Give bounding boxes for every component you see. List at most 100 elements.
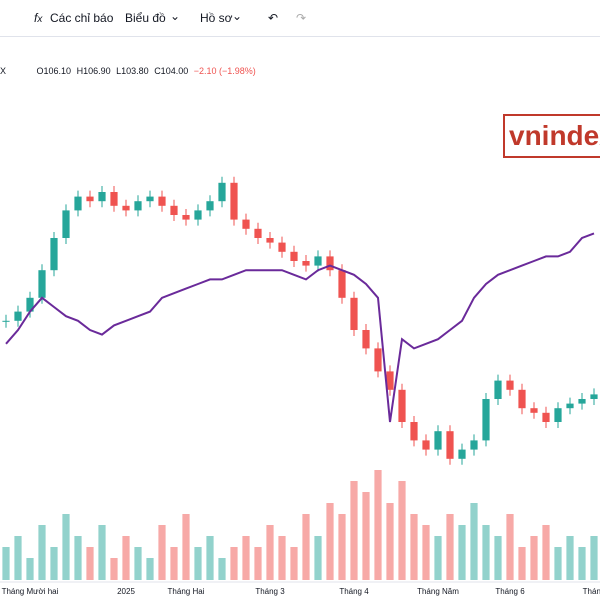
x-tick-label: Tháng 6	[495, 587, 525, 596]
candle-body	[206, 201, 214, 211]
volume-bar	[422, 525, 430, 580]
volume-bar	[506, 514, 514, 580]
candle-body	[2, 320, 10, 322]
candle-body	[38, 270, 46, 298]
x-tick-label: Tháng	[583, 587, 600, 596]
candle-body	[98, 192, 106, 202]
candle-body	[194, 210, 202, 220]
volume-bar	[554, 547, 562, 580]
volume-bar	[170, 547, 178, 580]
volume-bar	[146, 558, 154, 580]
volume-bar	[482, 525, 490, 580]
candle-body	[458, 449, 466, 459]
volume-bar	[542, 525, 550, 580]
volume-bar	[518, 547, 526, 580]
candle-body	[554, 408, 562, 422]
candle-body	[314, 256, 322, 266]
volume-bar	[326, 503, 334, 580]
candle-body	[566, 403, 574, 409]
candle-body	[530, 408, 538, 413]
x-tick-label: 2025	[117, 587, 135, 596]
candle-body	[158, 196, 166, 206]
redo-button[interactable]: ↷	[296, 11, 307, 25]
volume-bar	[458, 525, 466, 580]
volume-bar	[194, 547, 202, 580]
candle-body	[26, 297, 34, 312]
candle-body	[410, 422, 418, 441]
chart-button[interactable]: Biểu đồ	[125, 11, 166, 25]
high: H106.90	[76, 66, 111, 76]
candle-body	[74, 196, 82, 211]
undo-button[interactable]: ↶	[268, 11, 279, 25]
volume-bar	[350, 481, 358, 580]
candle-body	[578, 399, 586, 404]
candle-body	[482, 399, 490, 441]
volume-bar	[182, 514, 190, 580]
candle-body	[242, 219, 250, 229]
volume-bar	[2, 547, 10, 580]
candle-body	[374, 348, 382, 372]
x-tick-label: Tháng Hai	[168, 587, 205, 596]
candle-body	[182, 215, 190, 220]
volume-bar	[38, 525, 46, 580]
candle-body	[542, 412, 550, 422]
candle-body	[386, 371, 394, 390]
volume-bar	[86, 547, 94, 580]
candle-body	[278, 242, 286, 252]
volume-bar	[338, 514, 346, 580]
candle-body	[470, 440, 478, 450]
fx-icon[interactable]: fx	[34, 11, 43, 25]
candle-body	[218, 182, 226, 202]
index-line	[5, 232, 595, 423]
volume-bar	[530, 536, 538, 580]
volume-bar	[74, 536, 82, 580]
candle-body	[146, 196, 154, 202]
x-tick-label: Tháng Mười hai	[2, 587, 59, 596]
volume-bar	[494, 536, 502, 580]
candle-body	[446, 431, 454, 459]
candle-body	[326, 256, 334, 271]
volume-bar	[218, 558, 226, 580]
volume-bar	[278, 536, 286, 580]
volume-bar	[578, 547, 586, 580]
candle-body	[86, 196, 94, 202]
volume-bar	[470, 503, 478, 580]
toolbar: fx Các chỉ báo Biểu đồ ⌄ Hồ sơ ⌄ ↶ ↷	[0, 0, 600, 37]
candle-body	[134, 201, 142, 211]
profile-button[interactable]: Hồ sơ	[200, 11, 233, 25]
volume-bar	[230, 547, 238, 580]
candle-body	[518, 389, 526, 409]
candle-body	[290, 251, 298, 261]
x-tick-label: Tháng Năm	[417, 587, 459, 596]
candle-body	[122, 205, 130, 211]
x-tick-label: Tháng 4	[339, 587, 369, 596]
candle-body	[422, 440, 430, 450]
volume-bar	[590, 536, 598, 580]
volume-bar	[446, 514, 454, 580]
chevron: ⌄	[170, 9, 181, 23]
volume-bar	[110, 558, 118, 580]
indicators-button[interactable]: Các chỉ báo	[50, 11, 114, 25]
ohlc-legend: X O106.10 H106.90 L103.80 C104.00 −2.10 …	[0, 66, 259, 76]
volume-bar	[386, 503, 394, 580]
volume-bar	[122, 536, 130, 580]
candle-body	[266, 238, 274, 243]
volume-bar	[254, 547, 262, 580]
x-tick-label: Tháng 3	[255, 587, 285, 596]
volume-bar	[62, 514, 70, 580]
volume-bar	[26, 558, 34, 580]
volume-bar	[302, 514, 310, 580]
candle-body	[170, 205, 178, 215]
volume-bar	[374, 470, 382, 580]
candle-body	[506, 380, 514, 390]
volume-bar	[434, 536, 442, 580]
chevron: ⌄	[232, 9, 243, 23]
volume-bar	[398, 481, 406, 580]
open: O106.10	[36, 66, 72, 76]
volume-bar	[410, 514, 418, 580]
candle-body	[350, 297, 358, 330]
volume-bar	[206, 536, 214, 580]
candle-body	[302, 261, 310, 266]
